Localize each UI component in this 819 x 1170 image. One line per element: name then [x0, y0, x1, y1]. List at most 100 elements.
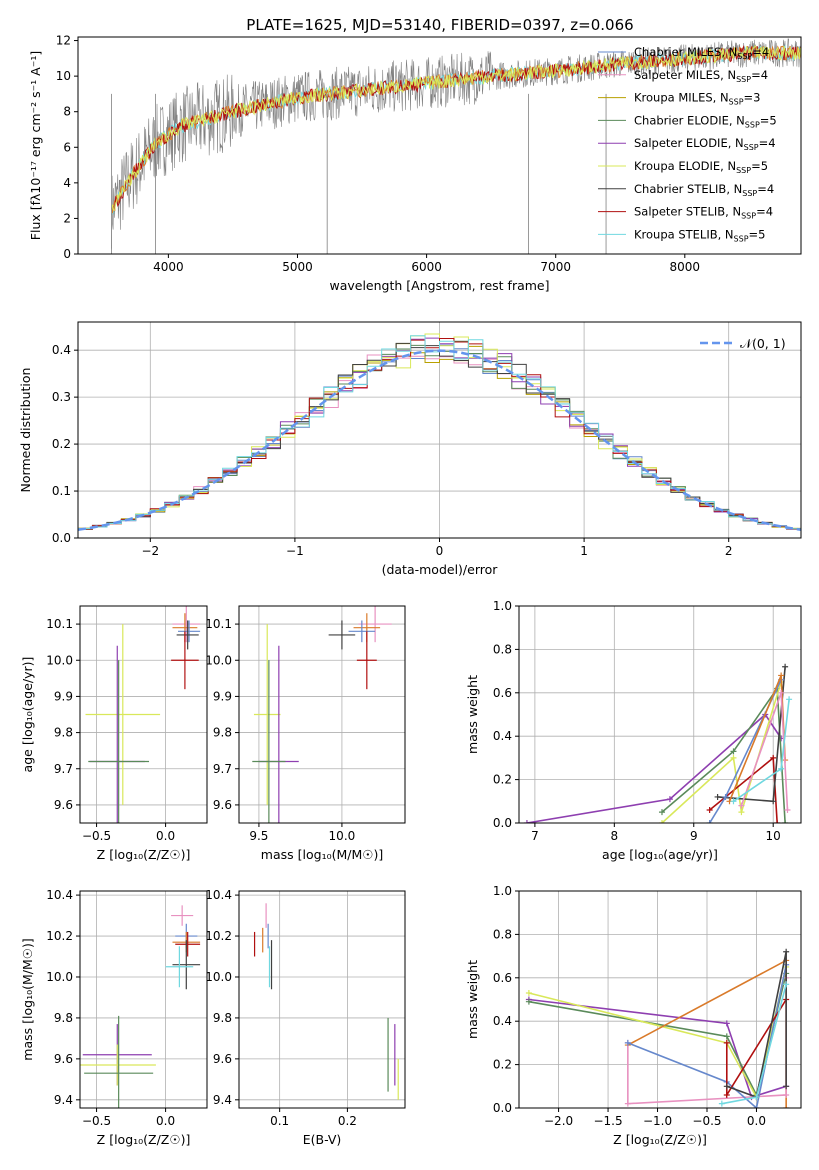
mass-weight-marker: [783, 1083, 790, 1090]
panel-mass-weight-vs-z: −2.0 −1.5 −1.0 −0.5 0.0 0.0 0.2 0.4 0.6 0.8 1.0 Z […: [465, 884, 802, 1147]
legend-entry: Chabrier MILES, NSSP=4: [634, 45, 769, 61]
y-axis-label: Flux [fλ10⁻¹⁷ erg cm⁻² s⁻¹ A⁻¹]: [28, 51, 43, 240]
plot-layer: 4000 5000 6000 7000 8000024681012wavelength …: [18, 34, 802, 1147]
axes-frame: [238, 605, 406, 824]
mass-weight-marker: [783, 981, 790, 988]
x-tick-label: −1.0: [643, 1114, 672, 1128]
y-tick-label: 9.7: [213, 762, 232, 776]
y-tick-label: 9.4: [213, 1093, 232, 1107]
model-spectrum-line: [111, 44, 801, 211]
y-tick-label: 1.0: [493, 884, 512, 898]
x-axis-label: mass [log₁₀(M/M☉)]: [261, 847, 383, 862]
legend-entry: Kroupa STELIB, NSSP=5: [634, 227, 765, 243]
panel-age-vs-z: −0.5 0.0 9.6 9.7 9.8 9.9 10.0 10.1 Z [log₁₀(Z/Z☉…: [20, 605, 208, 862]
y-axis-label: Normed distribution: [18, 368, 33, 493]
y-tick-label: 10.0: [205, 970, 232, 984]
plot-area: [525, 948, 790, 1108]
x-tick-label: −1.5: [593, 1114, 622, 1128]
panel-residuals: −2 −1 0 1 2 0.0 0.1 0.2 0.3 0.4 (data-model)/error…: [18, 321, 802, 577]
y-tick-label: 0.2: [493, 773, 512, 787]
x-axis-label: Z [log₁₀(Z/Z☉)]: [97, 1132, 191, 1147]
mass-weight-marker: [783, 1091, 790, 1098]
y-tick-label: 0: [63, 247, 71, 261]
y-tick-label: 0.6: [493, 971, 512, 985]
x-tick-label: 0: [436, 544, 444, 558]
y-tick-label: 9.8: [213, 726, 232, 740]
mass-weight-line: [627, 964, 787, 1108]
mass-weight-marker: [753, 1094, 760, 1101]
legend-entry: Salpeter MILES, NSSP=4: [634, 68, 768, 84]
x-tick-label: 10: [766, 829, 781, 843]
y-tick-label: 0.8: [493, 642, 512, 656]
x-tick-label: −0.5: [82, 1114, 111, 1128]
mass-weight-marker: [624, 1100, 631, 1107]
plot-area: [80, 905, 201, 1108]
y-axis-label: mass weight: [465, 960, 480, 1039]
legend-entry: Kroupa ELODIE, NSSP=5: [634, 159, 768, 175]
mass-weight-marker: [730, 748, 737, 755]
y-tick-label: 10: [56, 69, 71, 83]
legend-entry: Chabrier ELODIE, NSSP=5: [634, 113, 777, 129]
x-tick-label: 2: [725, 544, 733, 558]
legend-entry: Kroupa MILES, NSSP=3: [634, 91, 760, 107]
y-tick-label: 9.8: [54, 726, 73, 740]
x-tick-label: 7: [531, 829, 539, 843]
mass-weight-marker: [718, 1100, 725, 1107]
y-axis-label: mass [log₁₀(M/M☉)]: [20, 938, 35, 1060]
mass-weight-marker: [778, 765, 785, 772]
y-axis-label: age [log₁₀(age/yr)]: [20, 657, 35, 773]
legend-entry: 𝒩(0, 1): [740, 336, 786, 351]
mass-weight-marker: [723, 1039, 730, 1046]
mass-weight-marker: [782, 663, 789, 670]
mass-weight-marker: [782, 820, 789, 823]
x-tick-label: −0.5: [692, 1114, 721, 1128]
y-tick-label: 10.2: [205, 929, 232, 943]
mass-weight-line: [661, 686, 786, 823]
axes-frame: [518, 605, 802, 824]
mass-weight-marker: [624, 1039, 631, 1046]
y-tick-label: 9.6: [213, 1052, 232, 1066]
mass-weight-marker: [525, 989, 532, 996]
y-tick-label: 0.6: [493, 686, 512, 700]
mass-weight-marker: [723, 1083, 730, 1090]
histogram-series: [78, 335, 801, 530]
y-tick-label: 0.0: [493, 1101, 512, 1115]
plot-area: [253, 903, 399, 1100]
mass-weight-marker: [770, 754, 777, 761]
mass-weight-marker: [730, 754, 737, 761]
y-tick-label: 0.4: [493, 1014, 512, 1028]
mass-weight-marker: [786, 696, 793, 703]
mass-weight-marker: [778, 689, 785, 696]
x-tick-label: 9: [690, 829, 698, 843]
y-tick-label: 10.4: [46, 888, 73, 902]
x-tick-label: 0.0: [156, 829, 175, 843]
legend-entry: Chabrier STELIB, NSSP=4: [634, 182, 774, 198]
panel-mass-vs-z: −0.5 0.0 9.4 9.6 9.8 10.0 10.2 10.4 Z [log₁₀(Z/Z…: [20, 888, 208, 1147]
x-tick-label: 8000: [670, 260, 701, 274]
x-axis-label: E(B-V): [303, 1132, 342, 1147]
panel-age-vs-mass: 9.5 10.0 9.6 9.7 9.8 9.9 10.0 10.1 mass [log₁₀(M…: [205, 605, 406, 862]
y-tick-label: 0.4: [493, 729, 512, 743]
y-tick-label: 9.8: [213, 1011, 232, 1025]
y-tick-label: 0.4: [52, 343, 71, 357]
histogram-series: [78, 354, 801, 530]
x-tick-label: 0.1: [270, 1114, 289, 1128]
x-tick-label: 1: [580, 544, 588, 558]
y-tick-label: 1.0: [493, 599, 512, 613]
y-tick-label: 6: [63, 140, 71, 154]
mass-weight-marker: [723, 1091, 730, 1098]
x-tick-label: 9.5: [249, 829, 268, 843]
y-tick-label: 9.8: [54, 1011, 73, 1025]
y-tick-label: 0.8: [493, 927, 512, 941]
y-tick-label: 0.1: [52, 484, 71, 498]
model-spectrum-line: [111, 44, 801, 212]
y-tick-label: 9.6: [54, 1052, 73, 1066]
y-tick-label: 9.6: [54, 798, 73, 812]
panel-spectrum: 4000 5000 6000 7000 8000 0 2 4 6 8 10 12 wavelength …: [28, 34, 802, 293]
legend-entry: Salpeter ELODIE, NSSP=4: [634, 136, 776, 152]
x-tick-label: 4000: [153, 260, 184, 274]
legend-entry: Salpeter STELIB, NSSP=4: [634, 205, 773, 221]
x-tick-label: 10.0: [329, 829, 356, 843]
x-axis-label: (data-model)/error: [382, 562, 499, 577]
